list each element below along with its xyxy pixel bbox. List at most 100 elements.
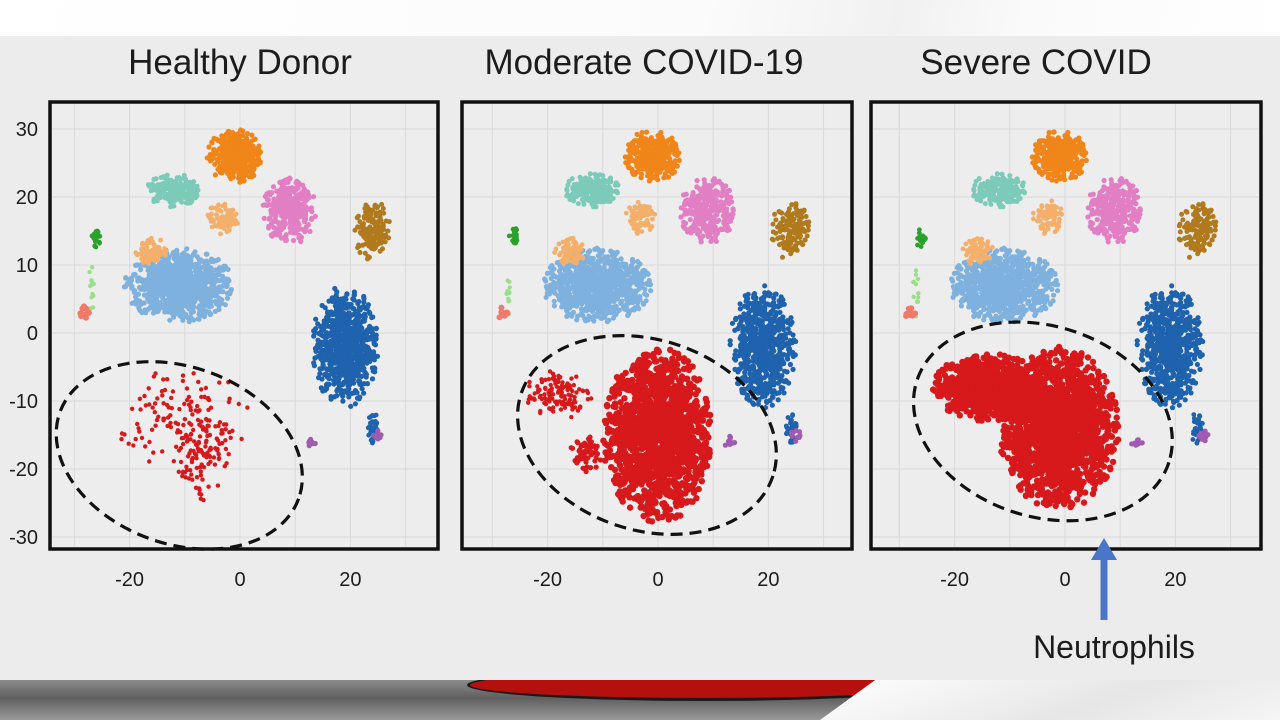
cell-point (249, 158, 255, 164)
cell-point (586, 273, 592, 280)
cell-clusters (77, 127, 392, 503)
cell-point (631, 271, 637, 277)
cell-point (177, 293, 183, 299)
cell-point (174, 190, 180, 196)
cell-point (163, 186, 169, 192)
cell-point (606, 317, 612, 323)
cell-point (188, 310, 194, 316)
cell-point (90, 291, 95, 297)
x-tick-label: -20 (115, 569, 144, 591)
cell-point (206, 144, 212, 150)
cell-point (196, 305, 202, 311)
cell-point (136, 426, 141, 431)
cell-point (769, 402, 775, 408)
cell-point (218, 215, 223, 221)
cell-point (170, 311, 176, 317)
bottom-white-shape (820, 680, 1280, 720)
cell-point (575, 296, 581, 302)
cell-point (194, 291, 200, 297)
cell-point (145, 238, 151, 243)
cell-point (369, 376, 376, 382)
cell-point (139, 435, 145, 441)
cell-point (737, 306, 743, 312)
cell-point (777, 366, 783, 372)
cell-point (764, 372, 770, 379)
cell-point (579, 301, 585, 307)
cell-point (126, 441, 131, 446)
cell-point (212, 278, 218, 285)
cell-point (648, 288, 654, 294)
cell-point (378, 229, 384, 235)
cell-point (343, 355, 349, 361)
cell-point (762, 290, 768, 296)
cell-point (603, 279, 609, 285)
cell-point (197, 434, 203, 439)
cell-point (148, 294, 154, 300)
cell-point (184, 246, 190, 252)
cell-point (312, 213, 318, 219)
cell-point (623, 291, 629, 298)
cell-point (209, 224, 215, 230)
cell-point (301, 186, 307, 192)
cell-point (97, 240, 102, 246)
cell-point (645, 271, 651, 277)
cell-point (163, 248, 169, 254)
cell-point (177, 275, 183, 281)
cell-point (132, 271, 138, 278)
cell-point (283, 238, 289, 244)
cell-point (256, 157, 262, 163)
cell-point (771, 318, 778, 324)
panel-title: Healthy Donor (128, 43, 352, 82)
cell-point (770, 348, 776, 354)
cell-point (334, 350, 340, 356)
cell-point (358, 373, 365, 379)
cell-point (184, 467, 190, 473)
y-tick-label: -30 (9, 527, 38, 549)
cell-point (733, 316, 739, 322)
cell-point (145, 284, 151, 290)
cell-point (764, 341, 770, 347)
cell-point (226, 399, 232, 405)
cell-point (252, 136, 258, 142)
cell-point (196, 379, 201, 385)
cell-point (208, 256, 215, 262)
cell-point (147, 402, 152, 407)
cell-point (328, 332, 334, 338)
cell-point (183, 252, 189, 259)
cell-point (142, 393, 147, 399)
cell-point (214, 212, 219, 217)
cell-point (749, 376, 755, 382)
cell-point (362, 250, 368, 256)
cell-point (348, 403, 354, 409)
cell-point (196, 268, 202, 275)
cell-point (210, 205, 215, 211)
cell-point (219, 133, 225, 139)
cell-point (169, 189, 175, 195)
cell-point (785, 326, 791, 332)
cell-point (220, 289, 226, 295)
cell-point (186, 261, 192, 267)
cell-point (745, 320, 751, 326)
cell-point (90, 281, 96, 286)
cell-point (355, 309, 361, 315)
cell-point (327, 339, 333, 345)
cell-point (183, 287, 189, 293)
y-tick-label: -10 (9, 391, 38, 413)
cell-point (223, 276, 229, 282)
cell-point (161, 266, 167, 272)
cell-point (219, 431, 224, 436)
cell-point (354, 330, 360, 336)
cell-point (182, 401, 187, 407)
cell-point (556, 268, 563, 274)
cell-point (249, 167, 256, 173)
cell-point (176, 469, 181, 474)
cell-point (208, 293, 214, 299)
cell-point (363, 371, 369, 378)
cell-point (338, 391, 345, 397)
cell-point (182, 297, 188, 303)
x-tick-label: 0 (234, 569, 245, 591)
cell-point (782, 331, 789, 337)
cell-point (757, 357, 764, 363)
cell-point (311, 363, 317, 369)
cell-point (551, 298, 557, 304)
